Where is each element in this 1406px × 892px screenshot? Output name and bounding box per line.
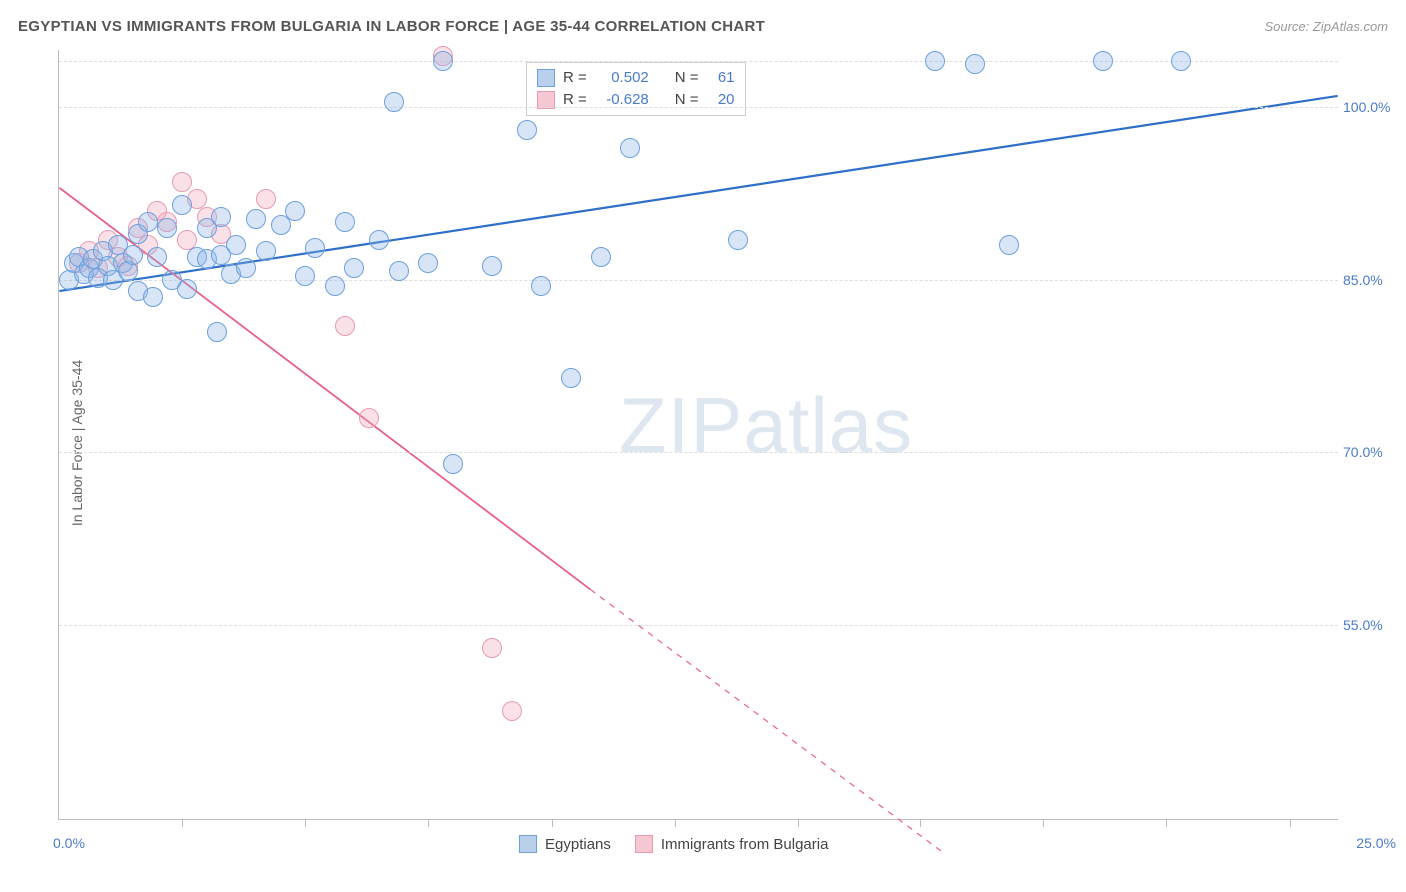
- point-bulgaria: [172, 172, 192, 192]
- point-egyptians: [620, 138, 640, 158]
- n-value: 61: [707, 67, 735, 89]
- point-bulgaria: [482, 638, 502, 658]
- point-egyptians: [1093, 51, 1113, 71]
- legend-swatch: [537, 91, 555, 109]
- point-bulgaria: [335, 316, 355, 336]
- point-egyptians: [369, 230, 389, 250]
- point-egyptians: [305, 238, 325, 258]
- point-bulgaria: [502, 701, 522, 721]
- y-tick-label: 55.0%: [1343, 617, 1393, 633]
- r-label: R =: [563, 67, 587, 89]
- x-tick: [1290, 819, 1291, 827]
- gridline: [59, 280, 1338, 281]
- point-egyptians: [211, 207, 231, 227]
- point-bulgaria: [256, 189, 276, 209]
- legend-row: R = 0.502 N = 61: [537, 67, 735, 89]
- legend-swatch: [635, 835, 653, 853]
- x-tick: [182, 819, 183, 827]
- point-egyptians: [246, 209, 266, 229]
- y-tick-label: 85.0%: [1343, 272, 1393, 288]
- point-egyptians: [236, 258, 256, 278]
- point-egyptians: [443, 454, 463, 474]
- point-egyptians: [728, 230, 748, 250]
- point-egyptians: [965, 54, 985, 74]
- point-egyptians: [147, 247, 167, 267]
- legend-item: Egyptians: [519, 835, 611, 853]
- x-tick-label: 0.0%: [53, 835, 85, 851]
- legend-swatch: [519, 835, 537, 853]
- gridline: [59, 61, 1338, 62]
- point-egyptians: [418, 253, 438, 273]
- legend-item: Immigrants from Bulgaria: [635, 835, 829, 853]
- point-egyptians: [344, 258, 364, 278]
- point-egyptians: [207, 322, 227, 342]
- point-egyptians: [256, 241, 276, 261]
- n-label: N =: [675, 67, 699, 89]
- x-tick: [428, 819, 429, 827]
- chart-title: EGYPTIAN VS IMMIGRANTS FROM BULGARIA IN …: [18, 18, 765, 35]
- x-tick: [552, 819, 553, 827]
- watermark: ZIPatlas: [619, 380, 913, 471]
- gridline: [59, 107, 1338, 108]
- point-egyptians: [285, 201, 305, 221]
- point-egyptians: [482, 256, 502, 276]
- gridline: [59, 625, 1338, 626]
- y-tick-label: 70.0%: [1343, 444, 1393, 460]
- point-bulgaria: [359, 408, 379, 428]
- scatter-plot: ZIPatlas R =0.502N =61R =-0.628N =20 Egy…: [58, 50, 1338, 820]
- x-tick-label: 25.0%: [1356, 835, 1396, 851]
- x-tick: [675, 819, 676, 827]
- point-egyptians: [561, 368, 581, 388]
- gridline: [59, 452, 1338, 453]
- point-egyptians: [295, 266, 315, 286]
- x-tick: [798, 819, 799, 827]
- point-egyptians: [226, 235, 246, 255]
- point-egyptians: [123, 245, 143, 265]
- legend-label: Immigrants from Bulgaria: [661, 836, 829, 853]
- point-egyptians: [433, 51, 453, 71]
- x-tick: [920, 819, 921, 827]
- point-egyptians: [384, 92, 404, 112]
- point-egyptians: [172, 195, 192, 215]
- y-axis-label: In Labor Force | Age 35-44: [69, 360, 85, 526]
- point-egyptians: [138, 212, 158, 232]
- y-tick-label: 100.0%: [1343, 99, 1393, 115]
- r-value: 0.502: [595, 67, 649, 89]
- point-egyptians: [531, 276, 551, 296]
- trend-lines: [59, 50, 1338, 819]
- point-egyptians: [335, 212, 355, 232]
- point-egyptians: [157, 218, 177, 238]
- title-bar: EGYPTIAN VS IMMIGRANTS FROM BULGARIA IN …: [18, 18, 1388, 35]
- point-egyptians: [591, 247, 611, 267]
- x-tick: [1166, 819, 1167, 827]
- point-egyptians: [1171, 51, 1191, 71]
- x-tick: [1043, 819, 1044, 827]
- point-egyptians: [177, 279, 197, 299]
- legend-label: Egyptians: [545, 836, 611, 853]
- point-egyptians: [925, 51, 945, 71]
- point-egyptians: [517, 120, 537, 140]
- point-egyptians: [389, 261, 409, 281]
- x-tick: [305, 819, 306, 827]
- source-label: Source: ZipAtlas.com: [1264, 19, 1388, 34]
- legend-swatch: [537, 69, 555, 87]
- point-egyptians: [143, 287, 163, 307]
- point-egyptians: [999, 235, 1019, 255]
- series-legend: Egyptians Immigrants from Bulgaria: [519, 835, 828, 853]
- point-egyptians: [325, 276, 345, 296]
